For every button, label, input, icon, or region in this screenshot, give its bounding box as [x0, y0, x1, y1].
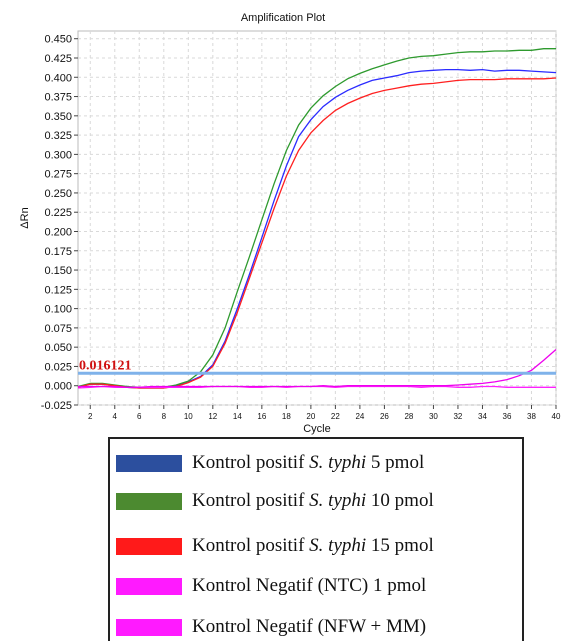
- y-tick-label: 0.275: [44, 169, 72, 181]
- x-tick-label: 30: [429, 412, 438, 421]
- x-tick-label: 22: [331, 412, 340, 421]
- series-line-4[interactable]: [78, 349, 557, 388]
- legend-item-nfw-mm: Kontrol Negatif (NFW + MM): [116, 613, 426, 641]
- legend-swatch: [116, 492, 182, 510]
- series-line-2[interactable]: [77, 77, 557, 389]
- x-tick-label: 36: [503, 412, 512, 421]
- y-axis-ticks: -0.025 0.000 0.025 0.050 0.075 0.100 0.125 0.15…: [41, 34, 78, 412]
- y-tick-label: 0.175: [44, 246, 72, 258]
- y-tick-label: 0.400: [44, 72, 72, 84]
- x-tick-label: 40: [552, 412, 561, 421]
- threshold-label: 0.016121: [79, 358, 132, 373]
- y-axis-label: ΔRn: [19, 207, 31, 228]
- x-tick-label: 20: [306, 412, 315, 421]
- legend-swatch: [116, 577, 182, 595]
- x-tick-label: 6: [137, 412, 142, 421]
- chart-title: Amplification Plot: [241, 12, 325, 24]
- x-tick-label: 4: [113, 412, 118, 421]
- plot-area: [77, 30, 557, 406]
- y-tick-label: 0.250: [44, 188, 72, 200]
- x-axis-ticks: 2 4 6 8 10 12 14 16 18 20 22 24 26 28 30 32 34 36 38 40: [88, 405, 561, 421]
- x-tick-label: 38: [527, 412, 536, 421]
- legend-swatch: [116, 537, 182, 555]
- y-tick-label: 0.150: [44, 265, 72, 277]
- x-tick-label: 28: [404, 412, 413, 421]
- y-tick-label: 0.300: [44, 149, 72, 161]
- legend-item-10pmol: Kontrol positif S. typhi 10 pmol: [116, 487, 434, 515]
- y-tick-label: -0.025: [41, 400, 72, 412]
- x-tick-label: 12: [208, 412, 217, 421]
- x-tick-label: 8: [162, 412, 167, 421]
- y-tick-label: 0.350: [44, 111, 72, 123]
- y-tick-label: 0.050: [44, 342, 72, 354]
- series-lines: [77, 48, 557, 389]
- x-tick-label: 2: [88, 412, 93, 421]
- legend-item-15pmol: Kontrol positif S. typhi 15 pmol: [116, 532, 434, 560]
- legend-label: Kontrol Negatif (NFW + MM): [192, 616, 427, 637]
- y-tick-label: 0.425: [44, 53, 72, 65]
- x-tick-label: 26: [380, 412, 389, 421]
- y-tick-label: 0.200: [44, 226, 72, 238]
- x-tick-label: 32: [453, 412, 462, 421]
- x-tick-label: 10: [184, 412, 193, 421]
- x-tick-label: 18: [282, 412, 291, 421]
- y-tick-label: 0.225: [44, 207, 72, 219]
- y-tick-label: 0.125: [44, 284, 72, 296]
- x-axis-label: Cycle: [303, 423, 331, 435]
- legend-label: Kontrol positif S. typhi 10 pmol: [192, 490, 434, 511]
- legend-item-5pmol: Kontrol positif S. typhi 5 pmol: [116, 449, 424, 477]
- legend: Kontrol positif S. typhi 5 pmol Kontrol …: [108, 437, 524, 641]
- legend-label: Kontrol positif S. typhi 15 pmol: [192, 535, 434, 556]
- x-tick-label: 16: [257, 412, 266, 421]
- y-tick-label: 0.025: [44, 361, 72, 373]
- legend-label: Kontrol positif S. typhi 5 pmol: [192, 452, 425, 473]
- y-tick-label: 0.450: [44, 34, 72, 46]
- x-tick-label: 34: [478, 412, 487, 421]
- legend-swatch: [116, 618, 182, 636]
- x-tick-label: 24: [355, 412, 364, 421]
- legend-item-ntc: Kontrol Negatif (NTC) 1 pmol: [116, 572, 426, 600]
- y-tick-label: 0.100: [44, 304, 72, 316]
- x-tick-label: 14: [233, 412, 242, 421]
- y-tick-label: 0.000: [44, 381, 72, 393]
- amplification-plot: Amplification Plot -0.025 0.000 0.025 0.050…: [19, 12, 561, 435]
- legend-swatch: [116, 454, 182, 472]
- legend-label: Kontrol Negatif (NTC) 1 pmol: [192, 575, 427, 596]
- y-tick-label: 0.075: [44, 323, 72, 335]
- y-tick-label: 0.325: [44, 130, 72, 142]
- gridlines: [78, 31, 557, 406]
- y-tick-label: 0.375: [44, 92, 72, 104]
